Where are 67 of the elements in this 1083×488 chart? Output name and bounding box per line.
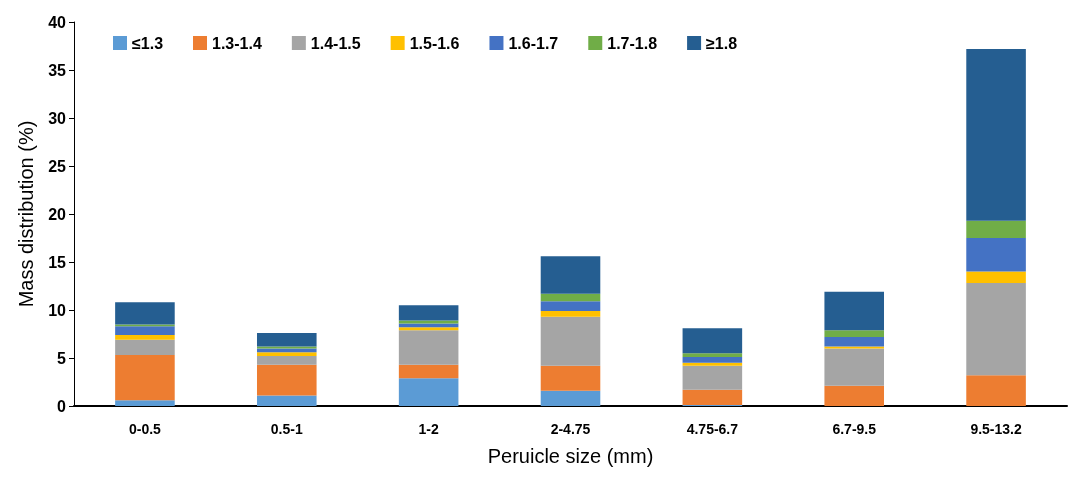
y-tick-label: 30 — [48, 109, 67, 127]
bar — [540, 256, 601, 294]
bar — [257, 364, 317, 396]
bar — [824, 385, 884, 406]
y-tick-label: 25 — [48, 157, 67, 175]
bar — [540, 293, 601, 302]
bar — [115, 334, 175, 340]
bar — [115, 339, 175, 356]
legend-label: 1.4-1.5 — [310, 34, 361, 52]
x-tick-label: 6.7-9.5 — [832, 421, 877, 437]
bar — [824, 336, 884, 347]
bar — [682, 389, 743, 406]
x-tick-label: 4.75-6.7 — [686, 421, 739, 437]
y-tick-label: 15 — [48, 253, 67, 271]
bar — [398, 378, 459, 406]
bar — [682, 328, 743, 354]
bar — [824, 291, 884, 331]
y-tick-label: 5 — [57, 349, 67, 367]
bar — [257, 333, 317, 347]
bar — [398, 364, 459, 379]
bar — [398, 305, 459, 321]
y-axis-title: Mass distribution (%) — [15, 120, 37, 308]
x-tick-label: 1-2 — [418, 421, 439, 437]
bar — [682, 362, 743, 366]
x-tick-label: 9.5-13.2 — [970, 421, 1022, 437]
bar — [257, 352, 317, 357]
bar — [682, 357, 743, 363]
bar — [540, 316, 601, 366]
bar — [115, 326, 175, 335]
x-tick-label: 0-0.5 — [128, 421, 162, 437]
legend-label: 1.7-1.8 — [607, 34, 658, 52]
bar — [398, 327, 459, 331]
x-tick-label: 0.5-1 — [270, 421, 303, 437]
bar — [540, 310, 601, 317]
y-tick-label: 20 — [48, 205, 67, 223]
bar — [824, 330, 884, 337]
bar — [540, 390, 601, 406]
bar — [398, 323, 459, 328]
legend-label: 1.6-1.7 — [508, 34, 559, 52]
bar — [966, 283, 1026, 376]
bar — [966, 48, 1026, 221]
bar — [966, 271, 1026, 284]
bar — [682, 365, 743, 390]
y-tick-label: 10 — [48, 301, 67, 319]
x-tick-label: 2-4.75 — [550, 421, 591, 437]
bar — [115, 400, 175, 406]
bar — [540, 365, 601, 391]
bar — [115, 302, 175, 325]
y-tick-label: 0 — [57, 397, 67, 415]
bar — [966, 375, 1026, 406]
legend-label: ≤1.3 — [132, 34, 164, 52]
bar — [257, 348, 317, 353]
bar — [540, 301, 601, 311]
bar — [398, 330, 459, 365]
y-tick-label: 40 — [48, 13, 67, 31]
bar — [257, 356, 317, 365]
bar — [115, 355, 175, 401]
bar — [966, 238, 1026, 272]
x-axis-title: Peruicle size (mm) — [487, 445, 654, 467]
bar — [824, 348, 884, 386]
bar — [682, 353, 743, 358]
bar — [966, 220, 1026, 238]
legend-label: 1.3-1.4 — [212, 34, 262, 52]
legend-label: ≥1.8 — [706, 34, 738, 52]
y-tick-label: 35 — [48, 61, 67, 79]
bar — [257, 395, 317, 406]
legend-label: 1.5-1.6 — [409, 34, 460, 52]
